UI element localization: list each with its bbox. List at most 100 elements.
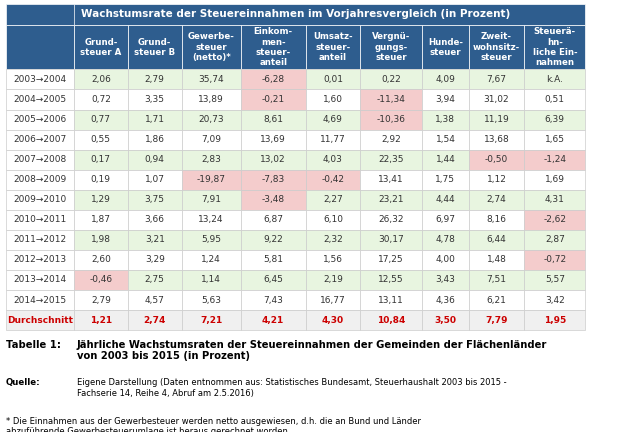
Bar bbox=[306, 270, 360, 290]
Bar bbox=[240, 25, 306, 70]
Text: 7,91: 7,91 bbox=[201, 195, 221, 204]
Bar bbox=[469, 190, 524, 210]
Bar bbox=[128, 89, 182, 110]
Bar bbox=[360, 130, 422, 149]
Bar bbox=[360, 250, 422, 270]
Text: 4,57: 4,57 bbox=[145, 295, 165, 305]
Text: 2,06: 2,06 bbox=[91, 75, 111, 84]
Text: 2,19: 2,19 bbox=[323, 276, 343, 285]
Text: 1,86: 1,86 bbox=[145, 135, 165, 144]
Bar bbox=[240, 290, 306, 310]
Bar bbox=[128, 290, 182, 310]
Text: 7,09: 7,09 bbox=[201, 135, 221, 144]
Bar bbox=[524, 130, 585, 149]
Bar bbox=[74, 250, 128, 270]
Text: 1,14: 1,14 bbox=[201, 276, 221, 285]
Text: 13,69: 13,69 bbox=[261, 135, 286, 144]
Bar bbox=[422, 70, 469, 89]
Text: 2003→2004: 2003→2004 bbox=[13, 75, 67, 84]
Bar bbox=[74, 89, 128, 110]
Bar bbox=[128, 250, 182, 270]
Text: 13,89: 13,89 bbox=[198, 95, 224, 104]
Text: 8,16: 8,16 bbox=[486, 215, 507, 224]
Text: 16,77: 16,77 bbox=[320, 295, 346, 305]
Text: -0,42: -0,42 bbox=[321, 175, 344, 184]
Text: 2,79: 2,79 bbox=[91, 295, 111, 305]
Bar bbox=[128, 170, 182, 190]
Bar bbox=[6, 310, 74, 330]
Bar bbox=[240, 170, 306, 190]
Bar bbox=[422, 250, 469, 270]
Text: 26,32: 26,32 bbox=[378, 215, 404, 224]
Bar bbox=[422, 149, 469, 170]
Text: -0,21: -0,21 bbox=[262, 95, 285, 104]
Bar bbox=[240, 190, 306, 210]
Text: 7,67: 7,67 bbox=[486, 75, 507, 84]
Bar bbox=[469, 170, 524, 190]
Text: 13,02: 13,02 bbox=[261, 155, 286, 164]
Text: 1,12: 1,12 bbox=[487, 175, 507, 184]
Bar bbox=[128, 210, 182, 230]
Text: 0,72: 0,72 bbox=[91, 95, 111, 104]
Text: 1,07: 1,07 bbox=[145, 175, 165, 184]
Text: -6,28: -6,28 bbox=[262, 75, 285, 84]
Bar bbox=[469, 290, 524, 310]
Text: 4,31: 4,31 bbox=[545, 195, 565, 204]
Text: Hunde-
steuer: Hunde- steuer bbox=[428, 38, 463, 57]
Bar bbox=[524, 170, 585, 190]
Text: 3,75: 3,75 bbox=[145, 195, 165, 204]
Text: 2011→2012: 2011→2012 bbox=[13, 235, 67, 245]
Text: 2014→2015: 2014→2015 bbox=[13, 295, 67, 305]
Bar bbox=[182, 149, 240, 170]
Bar bbox=[6, 250, 74, 270]
Text: 6,44: 6,44 bbox=[487, 235, 507, 245]
Bar bbox=[469, 130, 524, 149]
Text: 2006→2007: 2006→2007 bbox=[13, 135, 67, 144]
Text: 3,66: 3,66 bbox=[145, 215, 165, 224]
Text: 1,38: 1,38 bbox=[436, 115, 455, 124]
Text: Grund-
steuer A: Grund- steuer A bbox=[81, 38, 122, 57]
Bar bbox=[306, 110, 360, 130]
Text: Jährliche Wachstumsraten der Steuereinnahmen der Gemeinden der Flächenländer
von: Jährliche Wachstumsraten der Steuereinna… bbox=[77, 340, 547, 361]
Text: 0,01: 0,01 bbox=[323, 75, 343, 84]
Bar bbox=[182, 190, 240, 210]
Text: 2,83: 2,83 bbox=[201, 155, 221, 164]
Text: 4,09: 4,09 bbox=[436, 75, 455, 84]
Bar bbox=[240, 149, 306, 170]
Text: 11,19: 11,19 bbox=[484, 115, 510, 124]
Text: 5,95: 5,95 bbox=[201, 235, 221, 245]
Bar bbox=[469, 250, 524, 270]
Bar bbox=[6, 170, 74, 190]
Bar bbox=[524, 70, 585, 89]
Bar bbox=[360, 110, 422, 130]
Text: 6,45: 6,45 bbox=[263, 276, 283, 285]
Text: Umsatz-
steuer-
anteil: Umsatz- steuer- anteil bbox=[313, 32, 353, 62]
Bar bbox=[74, 270, 128, 290]
Bar bbox=[240, 89, 306, 110]
Text: -0,72: -0,72 bbox=[543, 255, 566, 264]
Text: 2010→2011: 2010→2011 bbox=[13, 215, 67, 224]
Bar bbox=[360, 25, 422, 70]
Bar bbox=[182, 270, 240, 290]
Text: -2,62: -2,62 bbox=[543, 215, 566, 224]
Text: 1,29: 1,29 bbox=[91, 195, 111, 204]
Bar bbox=[306, 25, 360, 70]
Bar bbox=[128, 25, 182, 70]
Bar bbox=[360, 149, 422, 170]
Text: 6,39: 6,39 bbox=[545, 115, 565, 124]
Text: 1,21: 1,21 bbox=[90, 316, 112, 324]
Bar bbox=[240, 130, 306, 149]
Bar bbox=[422, 130, 469, 149]
Bar bbox=[182, 210, 240, 230]
Bar bbox=[74, 170, 128, 190]
Bar bbox=[74, 110, 128, 130]
Bar bbox=[524, 230, 585, 250]
Bar bbox=[524, 190, 585, 210]
Text: Zweit-
wohnsitz-
steuer: Zweit- wohnsitz- steuer bbox=[473, 32, 520, 62]
Text: 1,69: 1,69 bbox=[545, 175, 565, 184]
Text: 30,17: 30,17 bbox=[378, 235, 404, 245]
Text: 5,81: 5,81 bbox=[263, 255, 283, 264]
Text: 0,94: 0,94 bbox=[145, 155, 165, 164]
Bar bbox=[360, 170, 422, 190]
Text: k.A.: k.A. bbox=[547, 75, 564, 84]
